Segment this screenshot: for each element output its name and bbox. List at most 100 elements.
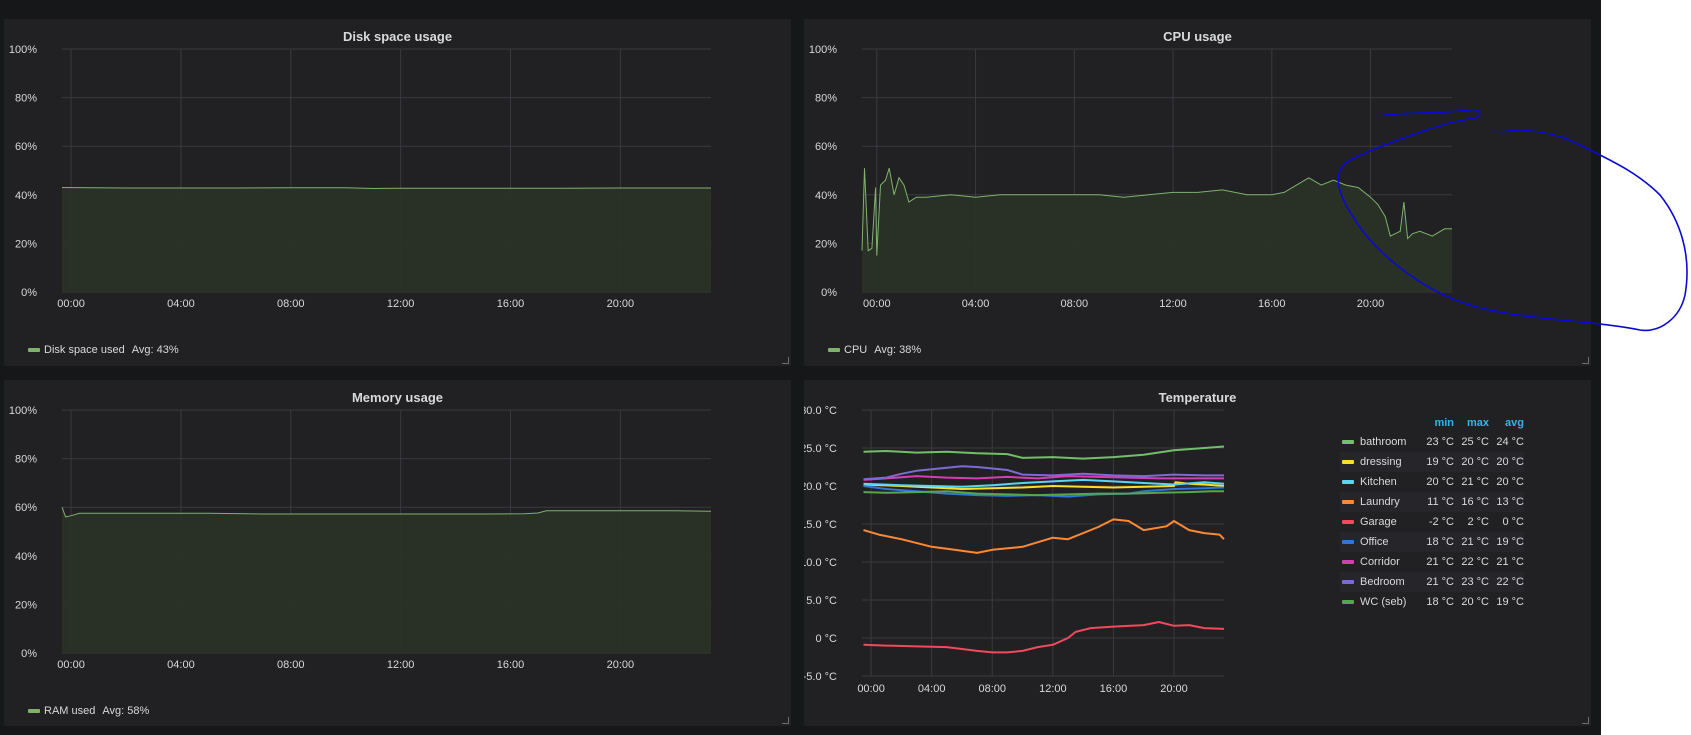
disk-usage-panel: Disk space usage 0% 20% 40% 60% 80% 100% 00:00… xyxy=(4,19,791,366)
memory-usage-chart: 0% 20% 40% 60% 80% 100% 00:00 04:00 08:00 12:00 16… xyxy=(9,405,712,671)
legend-series[interactable]: Kitchen xyxy=(1340,476,1420,488)
legend-series-name[interactable]: Office xyxy=(1360,536,1389,548)
resize-handle[interactable] xyxy=(782,357,789,364)
legend-header-avg[interactable]: avg xyxy=(1505,417,1524,429)
legend-row-corridor[interactable]: Corridor 21 °C 22 °C 21 °C xyxy=(1340,552,1524,572)
legend-series[interactable]: Garage xyxy=(1340,516,1420,528)
legend-series[interactable]: Corridor xyxy=(1340,556,1420,568)
series-area xyxy=(62,187,711,292)
y-tick-label: 15.0 °C xyxy=(804,519,837,531)
y-tick-label: 40% xyxy=(15,551,37,563)
legend-row-kitchen[interactable]: Kitchen 20 °C 21 °C 20 °C xyxy=(1340,472,1524,492)
legend-min-value: -2 °C xyxy=(1428,516,1454,528)
disk-legend: Disk space used Avg: 43% xyxy=(28,344,179,356)
y-tick-label: 100% xyxy=(809,44,837,56)
x-tick-label: 12:00 xyxy=(387,298,415,310)
x-tick-label: 00:00 xyxy=(57,298,85,310)
series-area xyxy=(62,507,711,653)
legend-swatch xyxy=(1342,580,1354,584)
legend-series[interactable]: WC (seb) xyxy=(1340,596,1420,608)
series-line-bathroom[interactable] xyxy=(863,445,1225,460)
y-tick-label: 20% xyxy=(15,238,37,250)
legend-series[interactable]: dressing xyxy=(1340,456,1420,468)
y-tick-label: 80% xyxy=(815,93,837,105)
dashboard: Disk space usage 0% 20% 40% 60% 80% 100% 00:00… xyxy=(0,0,1601,735)
legend-series-name[interactable]: Bedroom xyxy=(1360,576,1405,588)
panel-title[interactable]: Memory usage xyxy=(351,390,444,405)
x-tick-label: 20:00 xyxy=(607,659,635,671)
series-line[interactable] xyxy=(61,507,712,518)
legend-rows: bathroom 23 °C 25 °C 24 °C dressing 19 °C 20 °… xyxy=(1340,432,1524,612)
legend-min-value: 18 °C xyxy=(1426,596,1454,608)
legend-series-name[interactable]: CPU xyxy=(844,344,868,356)
legend-header-min[interactable]: min xyxy=(1434,417,1454,429)
x-tick-label: 00:00 xyxy=(57,659,85,671)
legend-series-name[interactable]: Garage xyxy=(1360,516,1397,528)
y-tick-label: 5.0 °C xyxy=(806,595,837,607)
x-tick-label: 08:00 xyxy=(277,298,305,310)
legend-row-bedroom[interactable]: Bedroom 21 °C 23 °C 22 °C xyxy=(1340,572,1524,592)
resize-handle[interactable] xyxy=(782,717,789,724)
legend-series-name[interactable]: Laundry xyxy=(1360,496,1400,508)
series-line[interactable] xyxy=(61,187,711,190)
legend-series[interactable]: Bedroom xyxy=(1340,576,1420,588)
series-line-garage[interactable] xyxy=(863,621,1225,654)
series-line-kitchen[interactable] xyxy=(863,478,1225,488)
x-tick-label: 04:00 xyxy=(962,298,990,310)
legend-avg: Avg: 58% xyxy=(102,705,150,717)
legend-series-name[interactable]: dressing xyxy=(1360,456,1402,468)
cpu-legend: CPU Avg: 38% xyxy=(828,344,921,356)
legend-series[interactable]: Laundry xyxy=(1340,496,1420,508)
legend-series-name[interactable]: Kitchen xyxy=(1360,476,1397,488)
series-line-bedroom[interactable] xyxy=(863,465,1225,481)
legend-max-value: 22 °C xyxy=(1461,556,1489,568)
series-line-corridor[interactable] xyxy=(863,475,1225,481)
temperature-chart: -5.0 °C 0 °C 5.0 °C 10.0 °C 15.0 °C 20.0 °C 25… xyxy=(804,405,1225,695)
legend-header-max[interactable]: max xyxy=(1466,417,1489,429)
x-tick-label: 20:00 xyxy=(1160,683,1188,695)
legend-swatch xyxy=(1342,600,1354,604)
legend-row-dressing[interactable]: dressing 19 °C 20 °C 20 °C xyxy=(1340,452,1524,472)
resize-handle[interactable] xyxy=(1582,357,1589,364)
y-tick-label: 60% xyxy=(15,502,37,514)
legend-series-name[interactable]: RAM used xyxy=(44,705,96,717)
y-tick-label: 20.0 °C xyxy=(804,481,837,493)
y-tick-label: 100% xyxy=(9,44,37,56)
y-tick-label: 0 °C xyxy=(815,633,837,645)
x-tick-label: 00:00 xyxy=(863,298,891,310)
legend-swatch xyxy=(1342,440,1354,444)
legend-series-name[interactable]: Corridor xyxy=(1360,556,1400,568)
panel-title[interactable]: Disk space usage xyxy=(342,29,453,44)
y-tick-label: 60% xyxy=(15,141,37,153)
resize-handle[interactable] xyxy=(1582,717,1589,724)
legend-series-name[interactable]: WC (seb) xyxy=(1360,596,1407,608)
legend-swatch xyxy=(1342,540,1354,544)
y-tick-label: 20% xyxy=(15,599,37,611)
legend-row-laundry[interactable]: Laundry 11 °C 16 °C 13 °C xyxy=(1340,492,1524,512)
disk-usage-chart: 0% 20% 40% 60% 80% 100% 00:00 04:00 08:00 12:00 16… xyxy=(9,44,711,310)
x-tick-label: 20:00 xyxy=(607,298,635,310)
legend-row-bathroom[interactable]: bathroom 23 °C 25 °C 24 °C xyxy=(1340,432,1524,452)
legend-series[interactable]: bathroom xyxy=(1340,436,1420,448)
panel-title[interactable]: CPU usage xyxy=(1163,29,1232,44)
legend-row-office[interactable]: Office 18 °C 21 °C 19 °C xyxy=(1340,532,1524,552)
x-tick-label: 20:00 xyxy=(1357,298,1385,310)
legend-swatch xyxy=(28,709,40,713)
x-tick-label: 12:00 xyxy=(1039,683,1067,695)
cpu-usage-chart: 0% 20% 40% 60% 80% 100% 00:00 04:00 08:00 12:00 16… xyxy=(809,44,1452,310)
series-line-laundry[interactable] xyxy=(863,518,1225,554)
y-tick-label: 0% xyxy=(21,287,37,299)
legend-series-name[interactable]: bathroom xyxy=(1360,436,1407,448)
legend-series-name[interactable]: Disk space used xyxy=(44,344,125,356)
legend-avg-value: 20 °C xyxy=(1496,476,1524,488)
cpu-usage-panel: CPU usage 0% 20% 40% 60% 80% 100% 00:00 04:00 08… xyxy=(804,19,1591,366)
legend-row-wc-seb[interactable]: WC (seb) 18 °C 20 °C 19 °C xyxy=(1340,592,1524,612)
x-tick-label: 04:00 xyxy=(167,298,195,310)
x-tick-label: 16:00 xyxy=(1258,298,1286,310)
legend-series[interactable]: Office xyxy=(1340,536,1420,548)
legend-row-garage[interactable]: Garage -2 °C 2 °C 0 °C xyxy=(1340,512,1524,532)
series-line-wc-seb[interactable] xyxy=(863,490,1225,497)
y-tick-label: 30.0 °C xyxy=(804,405,837,417)
x-tick-label: 16:00 xyxy=(497,298,525,310)
panel-title[interactable]: Temperature xyxy=(1158,390,1237,405)
